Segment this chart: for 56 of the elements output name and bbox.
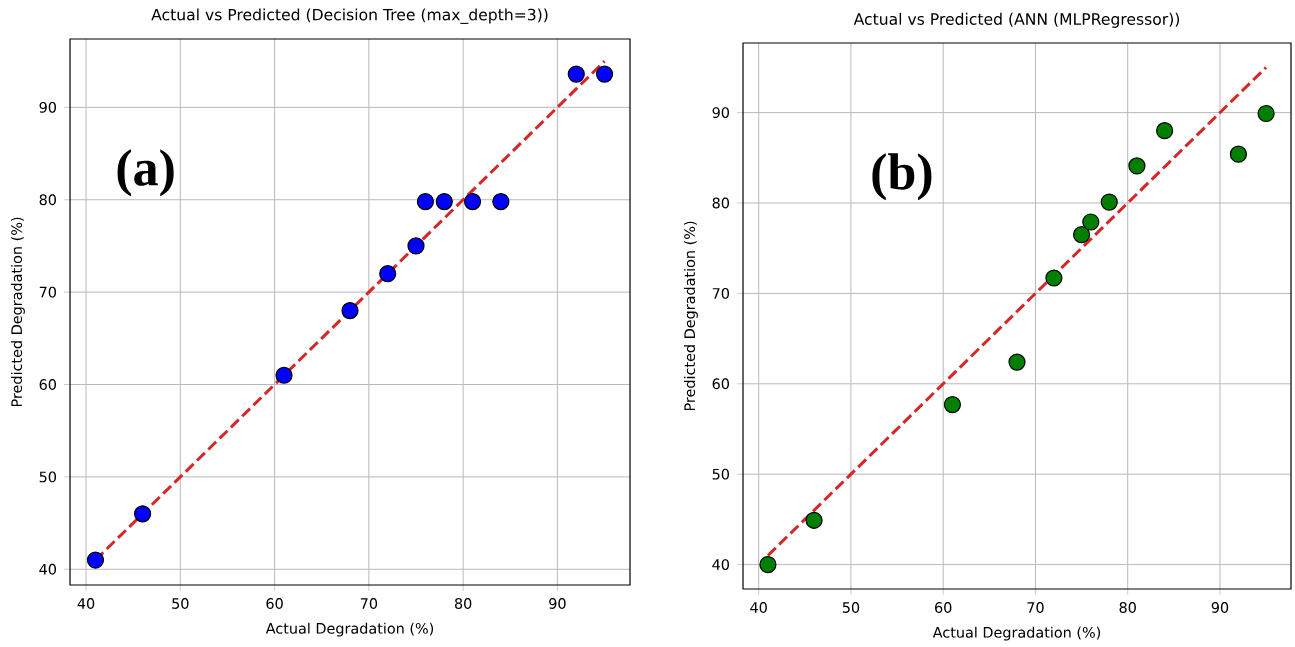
x-tick-label: 50 [842, 602, 860, 613]
y-axis-title: Predicted Degradation (%) [683, 221, 698, 411]
point [1257, 104, 1275, 123]
y-axis-title: Predicted Degradation (%) [10, 217, 25, 407]
y-tick-label: 60 [39, 379, 56, 390]
point [1045, 269, 1063, 287]
x-tick-label: 70 [1027, 602, 1044, 613]
x-axis-title: Actual Degradation (%) [265, 622, 434, 637]
point [379, 265, 397, 283]
x-tick-label: 40 [77, 598, 95, 609]
y-tick-label: 40 [712, 559, 729, 571]
x-tick-label: 60 [266, 598, 283, 609]
x-tick-label: 60 [935, 602, 952, 613]
point [1229, 145, 1248, 163]
point [805, 511, 823, 529]
point [492, 192, 510, 211]
point [1008, 353, 1026, 371]
point [407, 237, 425, 255]
y-tick-label: 60 [712, 378, 729, 390]
chart-title: Actual vs Predicted (Decision Tree (max_depth=3)) [151, 8, 548, 24]
y-tick-label: 80 [39, 194, 56, 206]
x-tick-label: 90 [1211, 602, 1229, 613]
x-tick-label: 50 [172, 598, 189, 609]
annotation: (b) [872, 153, 932, 201]
y-tick-label: 70 [712, 287, 729, 299]
x-tick-label: 90 [549, 598, 566, 609]
point [134, 505, 152, 523]
point [1072, 226, 1091, 244]
point [595, 65, 614, 83]
y-tick-label: 50 [712, 468, 729, 480]
y-tick-label: 40 [39, 563, 56, 575]
point [341, 302, 359, 320]
chart-title: Actual vs Predicted (ANN (MLPRegressor)) [853, 12, 1180, 28]
y-tick-label: 80 [712, 197, 729, 209]
point [759, 555, 777, 574]
point [1082, 213, 1100, 231]
y-tick-label: 90 [39, 101, 56, 113]
point [567, 65, 585, 83]
point [416, 192, 435, 211]
point [86, 551, 105, 569]
y-tick-label: 90 [712, 107, 729, 119]
point [1128, 157, 1146, 175]
x-tick-label: 70 [360, 598, 378, 609]
x-axis-title: Actual Degradation (%) [932, 626, 1101, 641]
y-tick-label: 70 [39, 286, 56, 298]
x-tick-label: 80 [454, 598, 472, 609]
point [1156, 122, 1174, 140]
y-tick-label: 50 [39, 471, 56, 483]
point [1100, 193, 1118, 211]
point [463, 192, 482, 211]
annotation: (a) [117, 149, 174, 197]
x-tick-label: 40 [750, 602, 767, 613]
point [275, 366, 293, 384]
x-tick-label: 80 [1119, 602, 1136, 613]
point [435, 192, 453, 211]
point [943, 395, 962, 414]
